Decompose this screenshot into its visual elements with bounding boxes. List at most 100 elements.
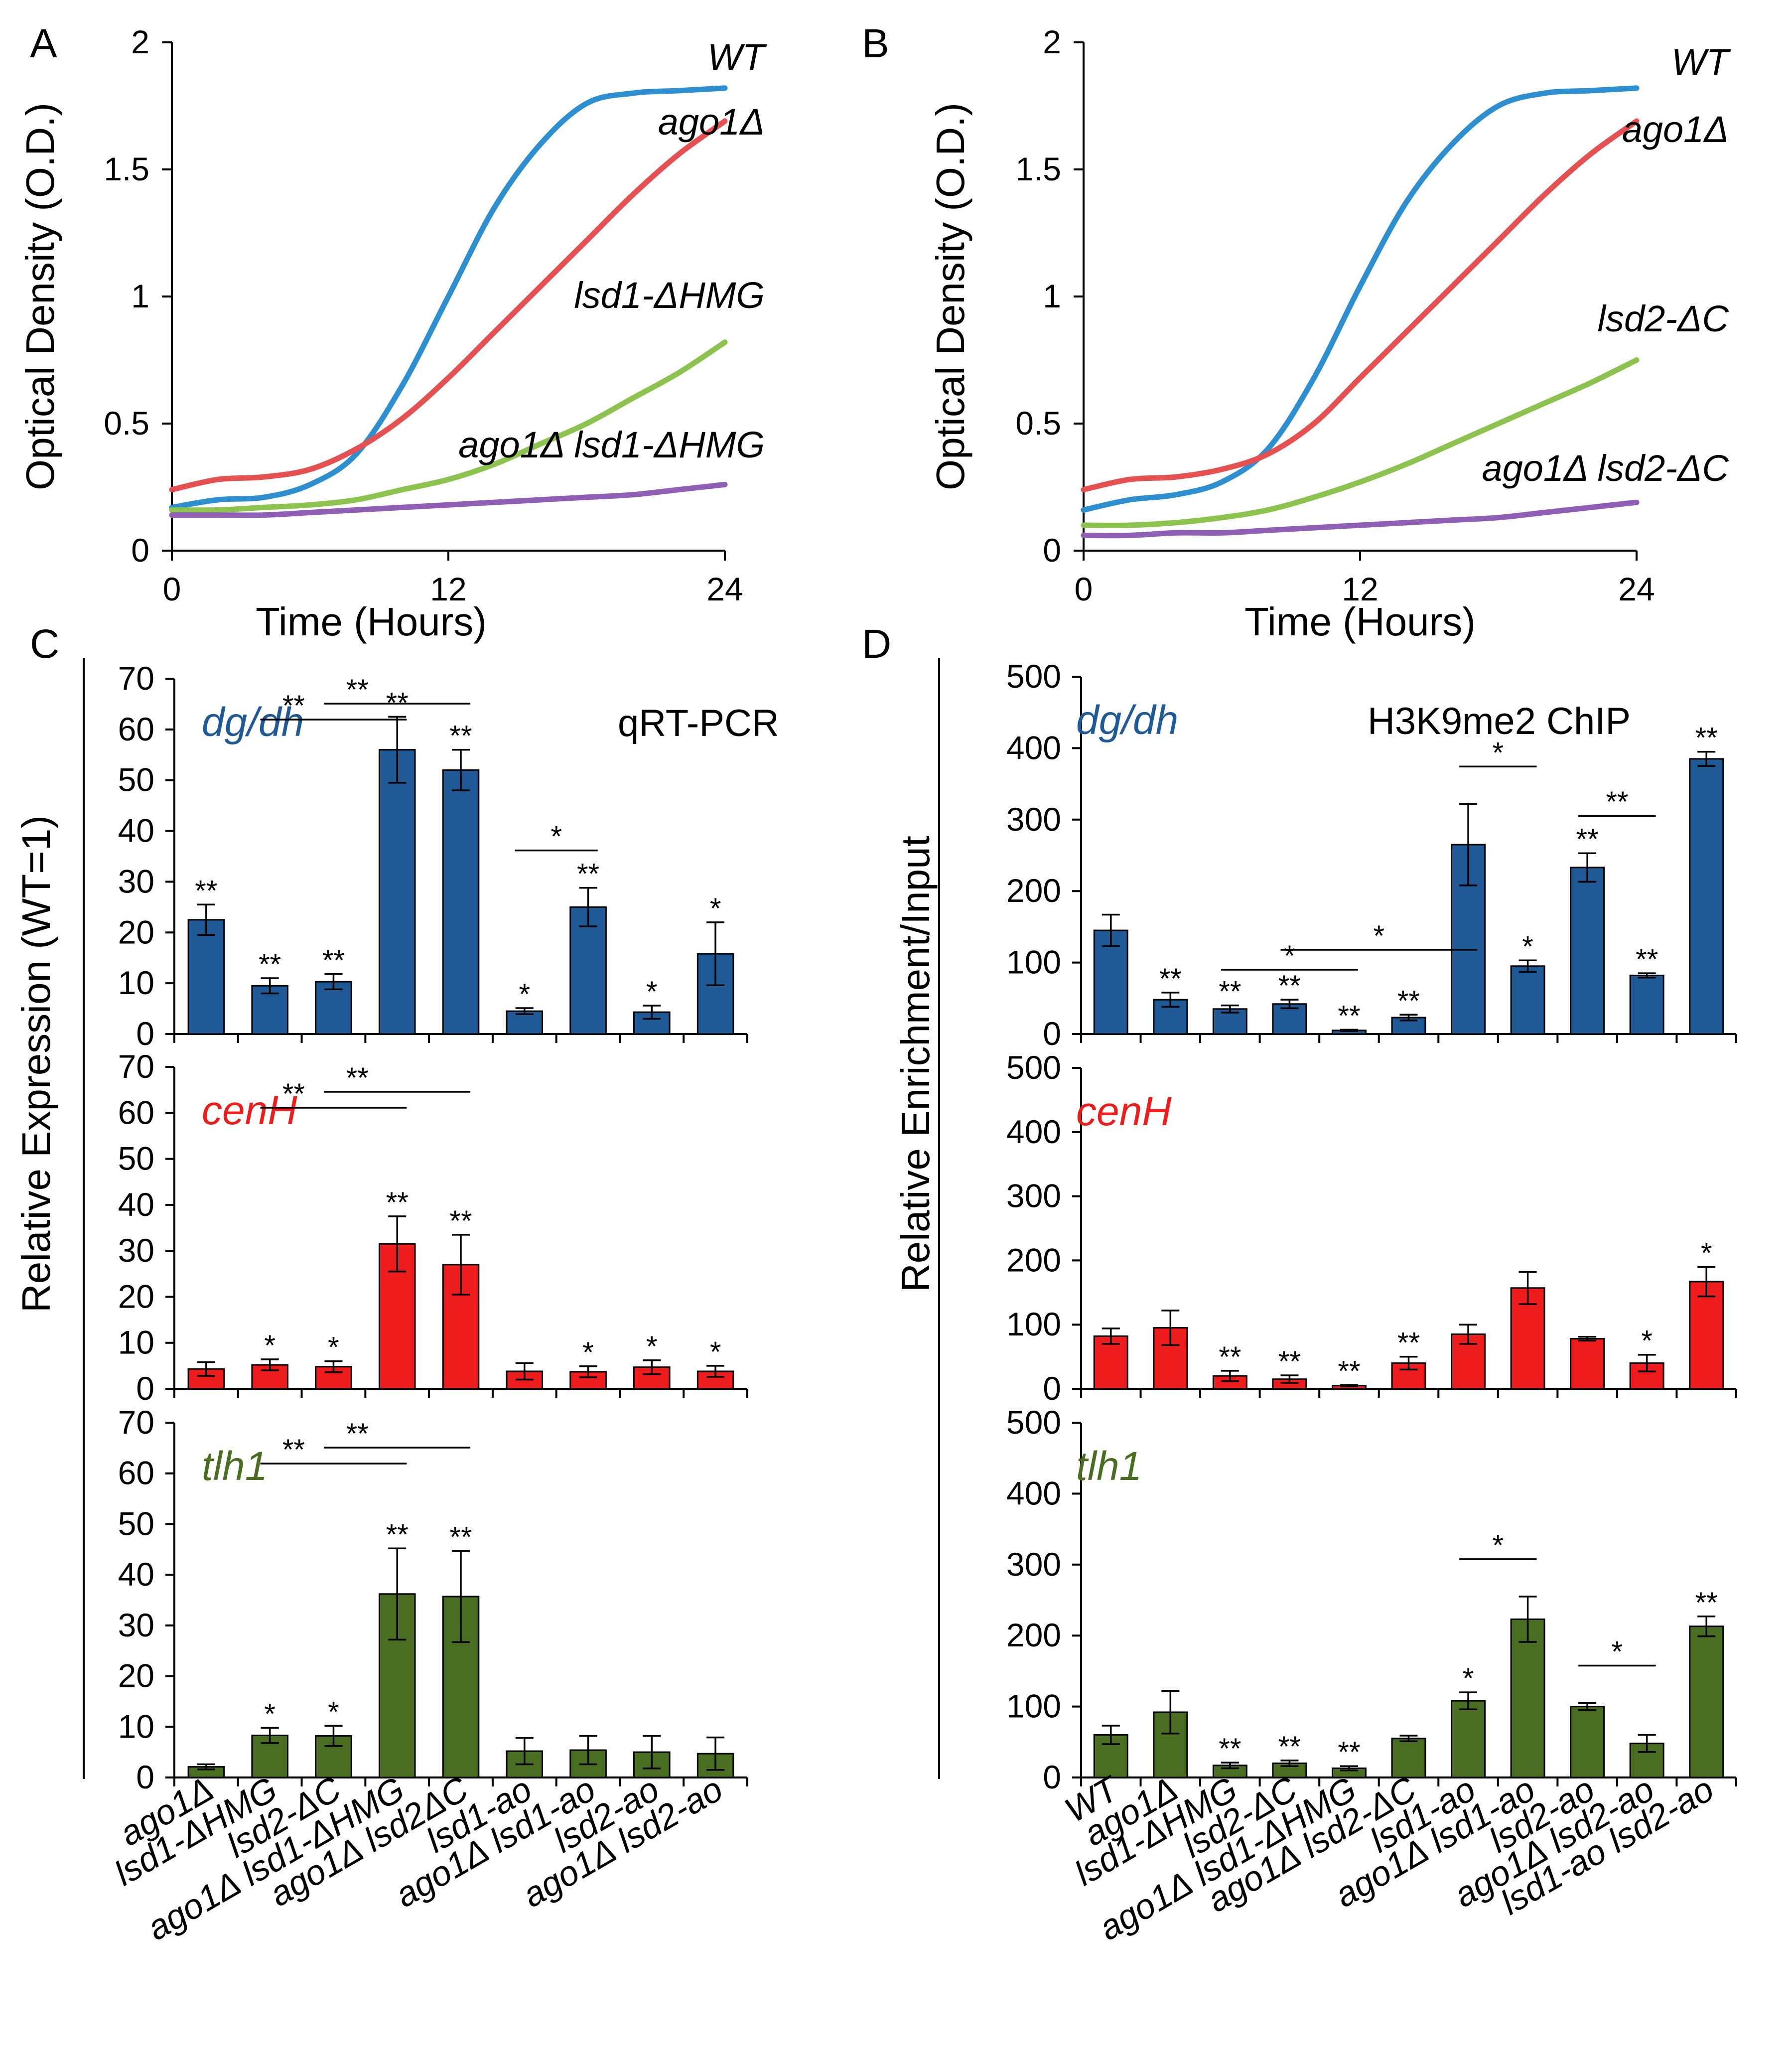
panel-a-y-tick-label: 1.5 [104,150,149,187]
panel-d-row-dg-dh-comparison-label: * [1493,737,1504,769]
panel-d-row-dg-dh-comparison-label: * [1284,940,1295,972]
panel-c-row-dg-dh-significance: * [710,892,721,925]
panel-c-row-dg-dh-gene-label: dg/dh [202,700,304,745]
panel-c-row-cenh-y-tick-label: 20 [118,1278,154,1315]
panel-d-row-dg-dh-significance: * [1522,930,1533,963]
panel-d-row-tlh1-y-tick-label: 200 [1006,1617,1061,1653]
panel-d-method-label: H3K9me2 ChIP [1368,700,1631,742]
panel-d-row-tlh1-bar-lsd2-ao [1570,1706,1605,1778]
panel-d-row-tlh1-y-tick-label: 300 [1006,1546,1061,1583]
panel-d-row-cenh-significance: ** [1338,1355,1360,1387]
panel-d-row-dg-dh-bar-ago1delta-lsd2-deltac [1391,1017,1426,1035]
panel-d-row-dg-dh-significance: ** [1397,985,1420,1017]
panel-d-row-dg-dh-significance: ** [1695,722,1718,754]
panel-b-series-wt-line [1081,85,1640,513]
panel-c-row-dg-dh-comparison-label: ** [282,690,305,722]
panel-a-series-lsd1-deltahmg-line [169,339,728,513]
panel-a-x-tick-label: 24 [706,571,743,607]
panel-c-row-cenh-significance: * [328,1331,339,1364]
panel-d-row-tlh1-significance: * [1463,1662,1474,1695]
panel-b-y-tick-label: 0 [1043,532,1061,569]
panel-b-series-lsd2-deltac-line [1081,357,1640,528]
panel-d-row-cenh-gene-label: cenH [1076,1089,1172,1134]
panel-d-row-dg-dh-y-tick-label: 500 [1006,658,1061,695]
panel-b-y-tick-label: 0.5 [1015,405,1061,442]
panel-c-row-cenh-significance: * [710,1336,721,1368]
panel-c-row-cenh-comparison-label: ** [346,1062,369,1094]
panel-d-row-dg-dh-y-tick-label: 100 [1006,944,1061,981]
panel-c-row-dg-dh-significance: * [519,978,530,1011]
panel-c-row-dg-dh-y-tick-label: 70 [118,660,154,697]
panel-c-row-tlh1-y-tick-label: 70 [118,1404,154,1441]
panel-a-x-axis-title: Time (Hours) [256,599,487,644]
panel-d-row-cenh-significance: ** [1397,1327,1420,1359]
panel-d-row-dg-dh-significance: ** [1636,943,1658,976]
panel-label-a: A [30,21,57,66]
panel-c-row-cenh-gene-label: cenH [202,1088,297,1133]
panel-b-y-tick-label: 1 [1043,278,1061,314]
panel-c-row-cenh-y-tick-label: 0 [136,1370,154,1407]
panel-b-x-axis-title: Time (Hours) [1244,599,1476,644]
panel-b-y-tick-label: 2 [1043,23,1061,60]
panel-a-y-tick-label: 2 [131,23,149,60]
panel-a-y-tick-label: 1 [131,278,149,314]
panel-a-x-tick-label: 0 [163,571,181,607]
panel-b-series-ago1delta-lsd2-deltac-line [1081,499,1640,539]
panel-d-row-cenh-y-tick-label: 0 [1043,1370,1061,1407]
panel-a-series-ago1delta-lsd1-deltahmg-line [169,481,728,518]
panel-c-row-tlh1-significance: ** [386,1518,409,1551]
panel-c-row-tlh1-y-tick-label: 0 [136,1759,154,1795]
panel-b-y-axis-title: Optical Density (O.D.) [928,103,972,490]
panel-b-legend-ago1delta-lsd2-deltac: ago1Δ lsd2-ΔC [1482,447,1729,489]
panel-d-row-dg-dh-significance: ** [1219,976,1241,1008]
panel-d-row-tlh1-y-tick-label: 400 [1006,1475,1061,1511]
panel-a-legend-wt: WT [707,36,767,78]
panel-a-series-ago1delta-line [169,118,728,493]
panel-c-row-dg-dh-y-tick-label: 40 [118,812,154,849]
panel-b-x-tick-label: 24 [1618,571,1654,607]
panel-c-row-tlh1-significance: ** [449,1521,472,1553]
panel-b-legend-lsd2-deltac: lsd2-ΔC [1598,298,1729,339]
panel-d-row-dg-dh-y-tick-label: 400 [1006,729,1061,766]
panel-c-row-tlh1-y-tick-label: 60 [118,1455,154,1491]
panel-d-row-dg-dh-bar-lsd1-ao-lsd2-ao [1689,758,1724,1035]
panel-d-row-dg-dh-y-tick-label: 200 [1006,872,1061,909]
panel-c-row-dg-dh-comparison-label: ** [346,674,369,706]
panel-d-row-dg-dh-significance: ** [1159,963,1182,995]
panel-d-row-cenh-significance: ** [1219,1341,1241,1373]
panel-d-row-tlh1-significance: ** [1219,1733,1241,1765]
panel-c-row-dg-dh-bar-ago1delta-lsd2deltac [442,769,480,1035]
panel-c-row-dg-dh-y-tick-label: 60 [118,711,154,747]
panel-d-row-tlh1-bar-ago1delta [1153,1711,1188,1778]
panel-a-series-wt-line [169,85,728,510]
panel-c-row-dg-dh-significance: ** [577,858,599,890]
panel-c-row-dg-dh-y-tick-label: 50 [118,761,154,798]
panel-d-row-dg-dh-bar-lsd2-ao [1570,867,1605,1035]
panel-c-row-cenh-y-tick-label: 50 [118,1140,154,1177]
panel-label-c: C [30,621,59,667]
panel-c-row-cenh-significance: * [646,1330,658,1363]
panel-d-row-cenh-significance: * [1701,1237,1712,1269]
panel-c-row-tlh1-gene-label: tlh1 [202,1444,268,1489]
panel-d-row-dg-dh-significance: ** [1278,970,1301,1002]
panel-d-row-tlh1-comparison-label: * [1493,1529,1504,1562]
panel-d-row-dg-dh-y-tick-label: 300 [1006,801,1061,838]
panel-c-row-dg-dh-y-tick-label: 30 [118,863,154,899]
panel-c-method-label: qRT-PCR [618,702,779,744]
panel-d-row-cenh-y-tick-label: 300 [1006,1178,1061,1214]
panel-b-y-tick-label: 1.5 [1015,150,1061,187]
panel-c-row-dg-dh-y-tick-label: 0 [136,1015,154,1052]
panel-d-row-tlh1-y-tick-label: 0 [1043,1759,1061,1795]
panel-d-row-dg-dh-comparison-label: ** [1606,786,1628,818]
panel-d-y-axis-title: Relative Enrichment/Input [893,836,938,1292]
panel-d-row-dg-dh-bar-ago1delta-lsd2-ao [1629,974,1664,1035]
panel-d-row-dg-dh-gene-label: dg/dh [1076,698,1178,743]
panel-d-row-dg-dh-significance: ** [1338,1000,1360,1032]
panel-c-row-dg-dh-bar-ago1delta [187,919,225,1035]
panel-c-row-cenh-significance: * [582,1336,594,1369]
panel-d-row-dg-dh-significance: ** [1576,823,1599,856]
panel-c-row-dg-dh-y-tick-label: 10 [118,964,154,1001]
panel-b-series-ago1delta-line [1081,118,1640,493]
panel-label-d: D [862,621,891,667]
panel-c-row-dg-dh-significance: ** [322,944,345,977]
